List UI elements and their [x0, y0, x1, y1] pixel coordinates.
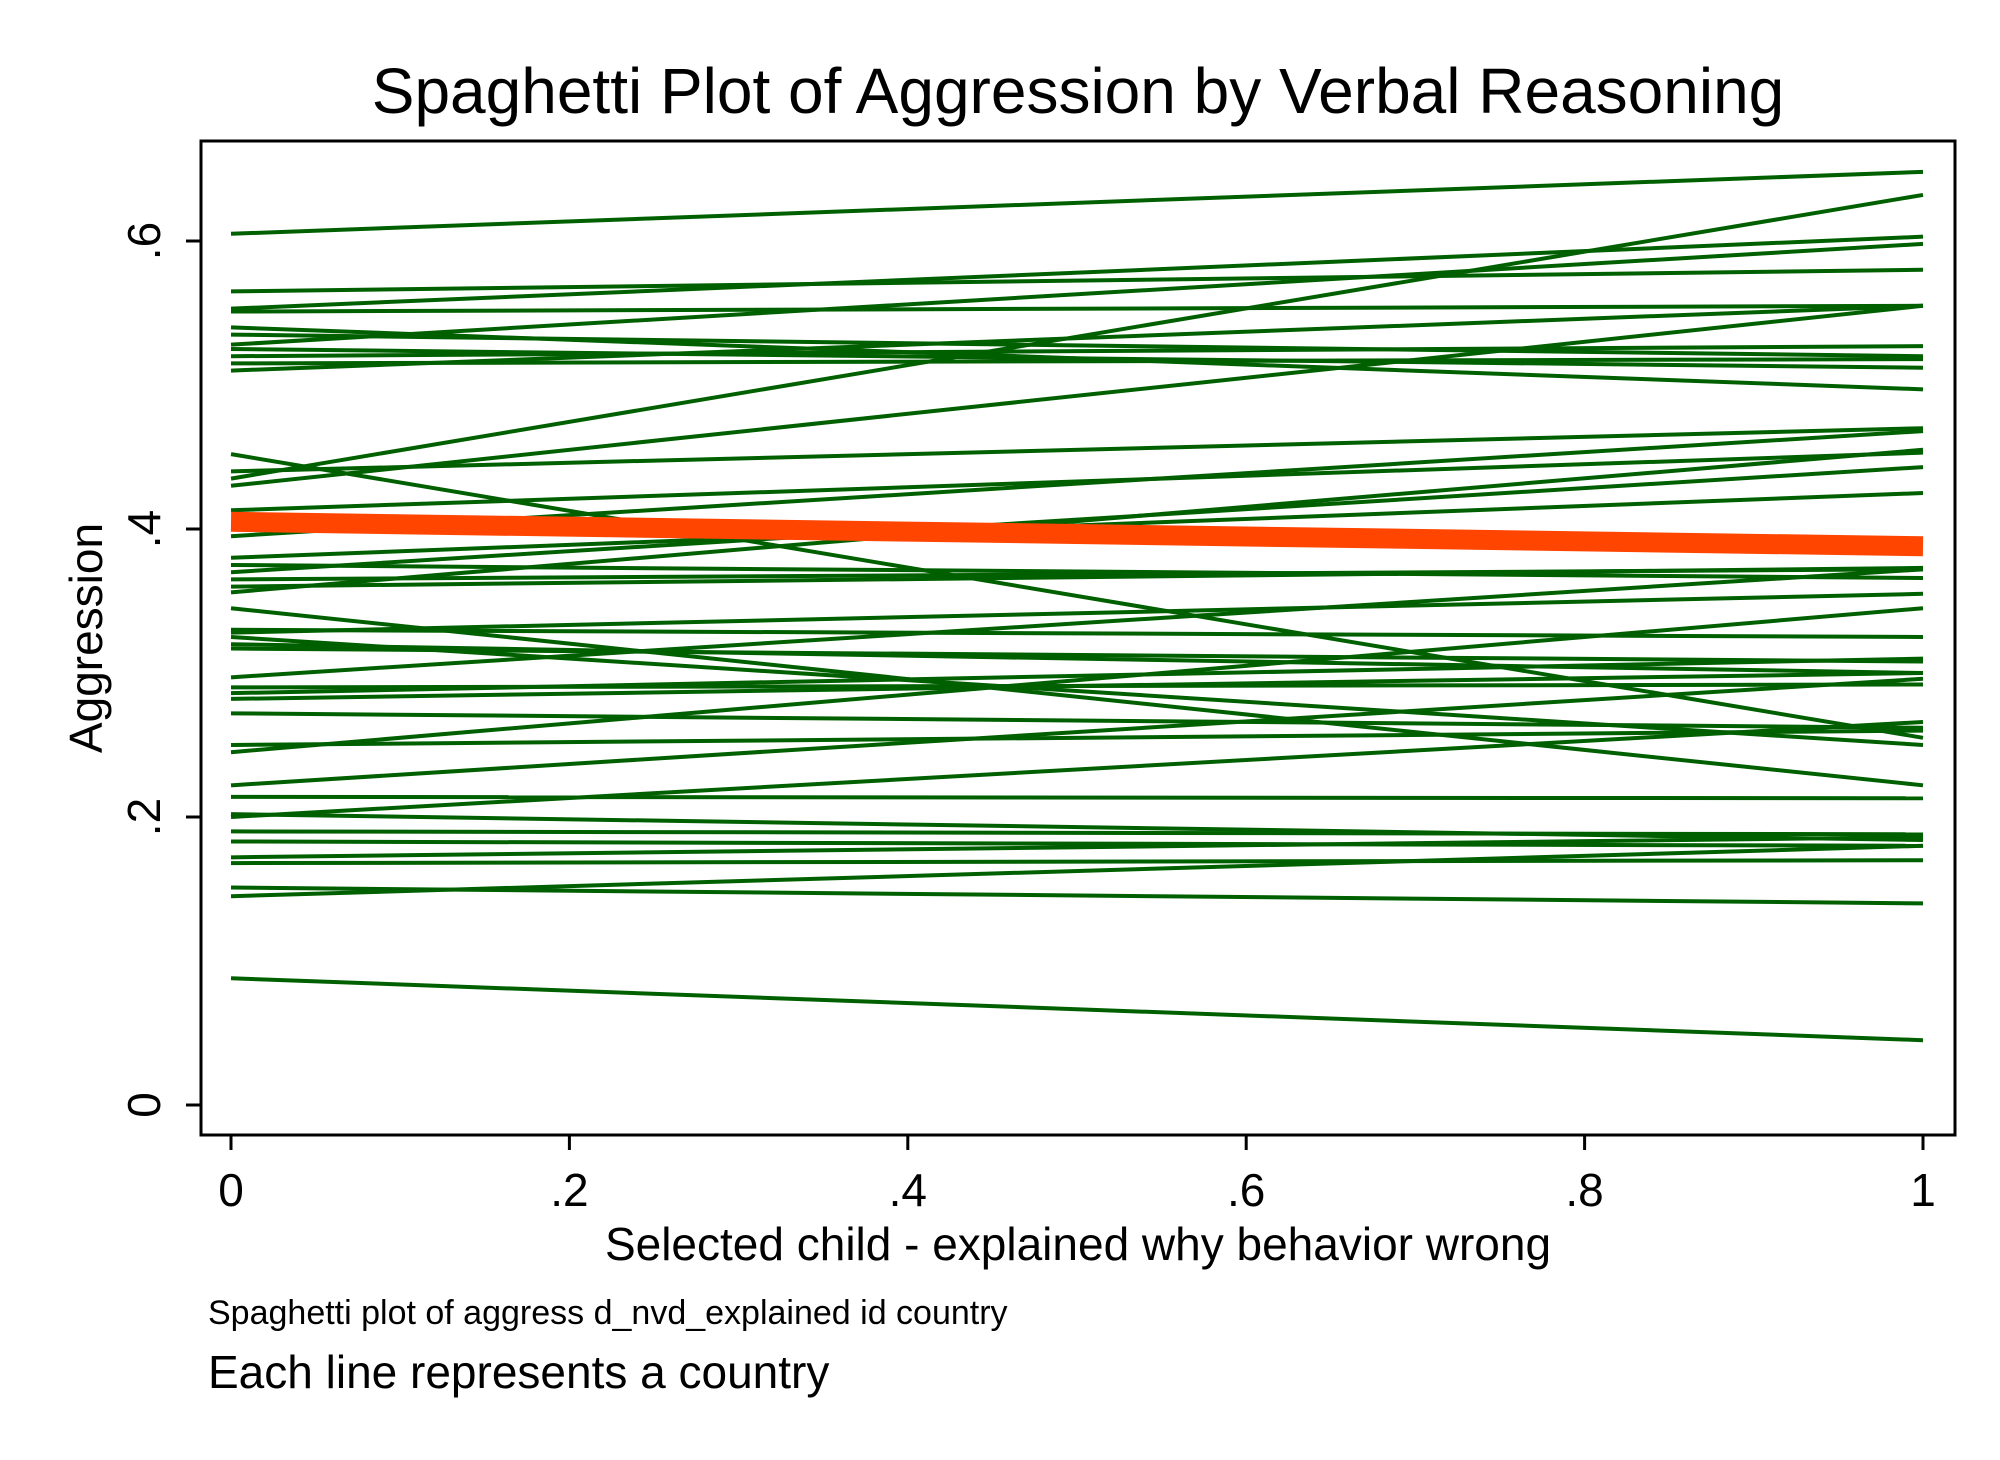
country-line-42 [230, 839, 1924, 848]
country-line-35 [230, 728, 1924, 747]
x-axis: 0 .2 .4 .6 .8 1 [218, 1135, 1936, 1216]
country-line-45 [230, 885, 1924, 906]
country-line-39 [230, 812, 1924, 843]
y-axis: 0 .2 .4 .6 [118, 222, 201, 1118]
country-line-37 [230, 676, 1924, 788]
country-line-24 [230, 606, 1924, 788]
plot-frame [199, 139, 1957, 1137]
country-line-23 [230, 447, 1924, 595]
country-line-6 [230, 332, 1924, 359]
y-tick-label: .6 [118, 222, 170, 260]
chart-title: Spaghetti Plot of Aggression by Verbal R… [372, 55, 1785, 127]
country-line-46 [230, 843, 1924, 899]
country-line-41 [230, 829, 1924, 837]
country-line-43 [230, 835, 1924, 860]
country-line-40 [230, 719, 1924, 819]
country-line-1 [230, 169, 1924, 236]
country-line-4 [230, 303, 1924, 314]
country-line-34 [230, 711, 1924, 730]
note-description: Each line represents a country [208, 1346, 829, 1398]
country-line-38 [230, 794, 1924, 801]
country-line-29 [230, 646, 1924, 664]
country-line-13 [230, 426, 1924, 474]
country-line-14 [230, 192, 1924, 481]
country-line-30 [230, 567, 1924, 680]
x-tick-label: .8 [1565, 1164, 1603, 1216]
plot-lines [230, 169, 1924, 1043]
country-line-32 [230, 656, 1924, 696]
country-line-3 [230, 234, 1924, 311]
x-tick-label: .2 [550, 1164, 588, 1216]
country-line-44 [230, 858, 1924, 866]
country-line-8 [230, 347, 1924, 370]
country-line-2 [230, 267, 1924, 294]
y-axis-label: Aggression [60, 523, 112, 753]
y-tick-label: 0 [118, 1092, 170, 1118]
country-line-22 [230, 565, 1924, 589]
country-line-15 [230, 303, 1924, 488]
x-axis-label: Selected child - explained why behavior … [605, 1218, 1551, 1270]
country-line-26 [230, 591, 1924, 635]
country-line-33 [230, 671, 1924, 701]
country-line-16 [230, 450, 1924, 513]
country-line-25 [230, 627, 1924, 639]
country-line-47 [230, 976, 1924, 1043]
x-tick-label: 1 [1910, 1164, 1936, 1216]
x-tick-label: 0 [218, 1164, 244, 1216]
country-line-10 [230, 357, 1924, 366]
country-line-7 [230, 241, 1924, 347]
y-tick-label: .2 [118, 798, 170, 836]
x-tick-label: .4 [889, 1164, 927, 1216]
x-tick-label: .6 [1227, 1164, 1265, 1216]
mean-line [230, 511, 1924, 557]
country-line-9 [230, 344, 1924, 359]
y-tick-label: .4 [118, 510, 170, 548]
note-command: Spaghetti plot of aggress d_nvd_explaine… [208, 1294, 1008, 1332]
country-line-36 [230, 606, 1924, 755]
